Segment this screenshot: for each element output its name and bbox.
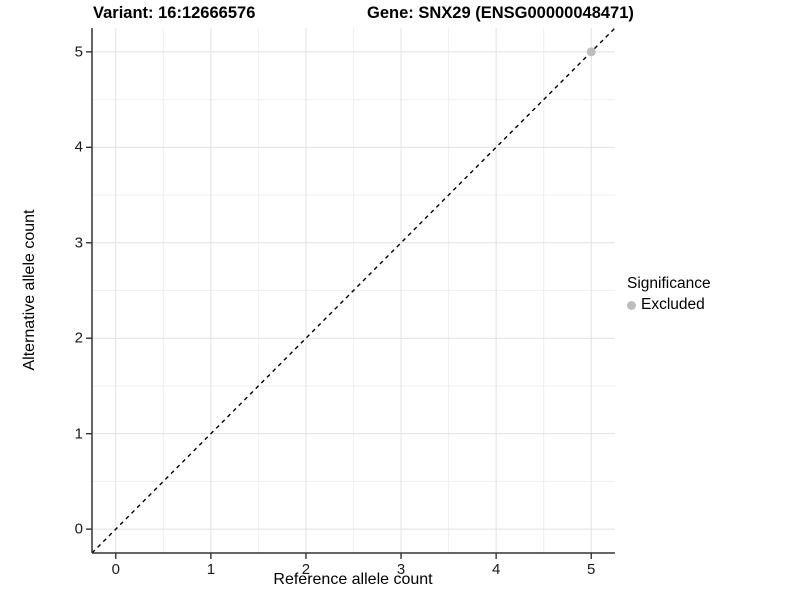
x-tick-label: 3 xyxy=(396,561,406,578)
variant-title: Variant: 16:12666576 xyxy=(93,4,256,22)
excluded-point-icon xyxy=(627,300,636,310)
legend-item-excluded: Excluded xyxy=(627,296,711,314)
legend: Significance Excluded xyxy=(627,275,711,314)
x-tick-label: 2 xyxy=(301,561,311,578)
x-tick-label: 0 xyxy=(111,561,120,578)
y-tick-label: 3 xyxy=(74,234,83,252)
x-tick-label: 4 xyxy=(491,561,501,578)
plot-canvas xyxy=(86,27,616,559)
y-tick-label: 4 xyxy=(74,138,83,156)
x-tick-label: 5 xyxy=(587,561,596,578)
identity-dashed-line xyxy=(91,27,616,554)
y-tick-label: 2 xyxy=(74,329,83,347)
legend-title: Significance xyxy=(627,275,711,292)
plot-panel xyxy=(86,27,616,559)
y-tick-label: 1 xyxy=(74,425,83,443)
x-tick-label: 1 xyxy=(206,561,216,578)
data-point-excluded xyxy=(586,47,596,57)
x-axis-title: Reference allele count xyxy=(273,571,433,588)
y-axis-title: Alternative allele count xyxy=(21,209,38,371)
gene-title: Gene: SNX29 (ENSG00000048471) xyxy=(367,4,634,22)
y-tick-label: 0 xyxy=(74,520,83,538)
legend-item-label: Excluded xyxy=(641,296,705,313)
y-tick-label: 5 xyxy=(74,43,83,61)
